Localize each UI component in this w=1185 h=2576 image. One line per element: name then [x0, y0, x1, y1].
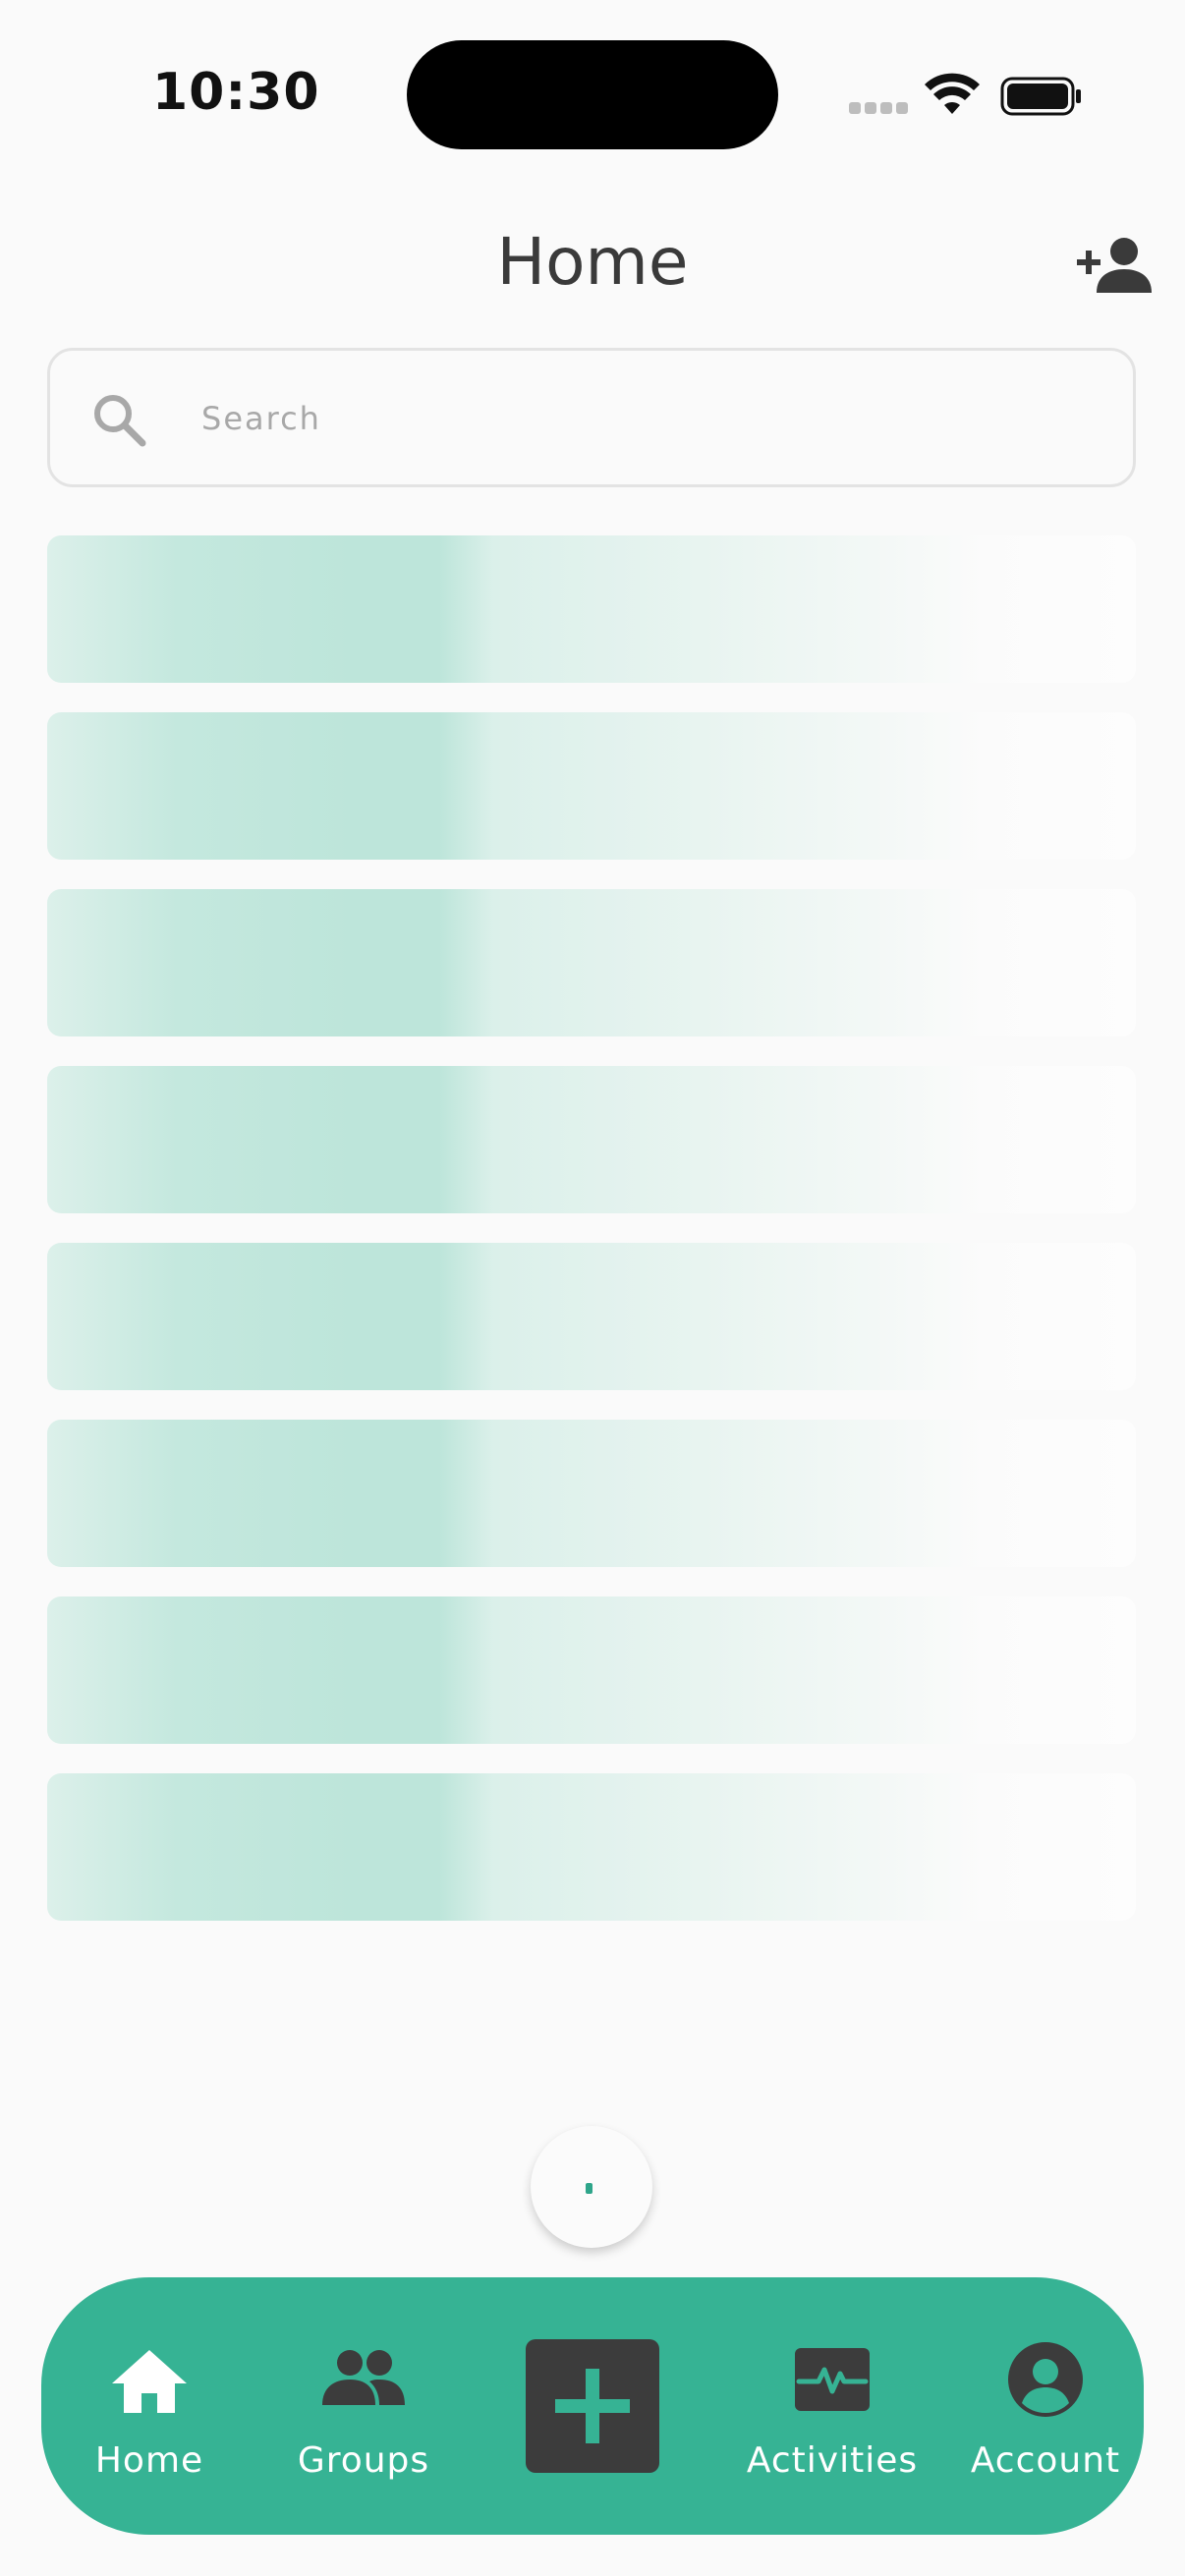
skeleton-row: [47, 1773, 1136, 1921]
nav-label-home: Home: [94, 2440, 204, 2481]
add-button[interactable]: [526, 2339, 659, 2473]
search-icon: [94, 395, 146, 447]
nav-item-home[interactable]: Home: [41, 2277, 257, 2535]
account-circle-icon: [1008, 2342, 1083, 2417]
nav-label-groups: Groups: [297, 2440, 430, 2481]
activity-monitor-icon: [795, 2348, 870, 2411]
wifi-icon: [925, 73, 980, 114]
spinner-icon: [586, 2183, 592, 2194]
nav-label-activities: Activities: [746, 2440, 919, 2481]
search-input[interactable]: [199, 378, 1088, 459]
groups-icon: [322, 2350, 405, 2405]
skeleton-row: [47, 1596, 1136, 1744]
skeleton-row: [47, 712, 1136, 860]
skeleton-row: [47, 1066, 1136, 1213]
skeleton-row: [47, 1243, 1136, 1390]
status-bar: 10:30: [0, 0, 1185, 187]
bottom-navigation: Home Groups Activities Account: [41, 2277, 1144, 2535]
nav-item-activities[interactable]: Activities: [719, 2277, 945, 2535]
loading-list: [47, 535, 1136, 1950]
loading-spinner: [531, 2126, 652, 2248]
nav-item-account[interactable]: Account: [947, 2277, 1144, 2535]
status-time: 10:30: [152, 63, 320, 122]
search-bar: [47, 348, 1136, 487]
person-add-icon[interactable]: [1077, 236, 1152, 293]
nav-item-groups[interactable]: Groups: [265, 2277, 462, 2535]
signal-icon: [849, 102, 908, 116]
add-icon: [555, 2369, 630, 2443]
skeleton-row: [47, 1420, 1136, 1567]
dynamic-island: [407, 40, 778, 149]
battery-icon: [1000, 77, 1081, 116]
home-icon: [112, 2350, 187, 2413]
skeleton-row: [47, 889, 1136, 1036]
nav-label-account: Account: [970, 2440, 1121, 2481]
page-title: Home: [496, 224, 689, 300]
skeleton-row: [47, 535, 1136, 683]
